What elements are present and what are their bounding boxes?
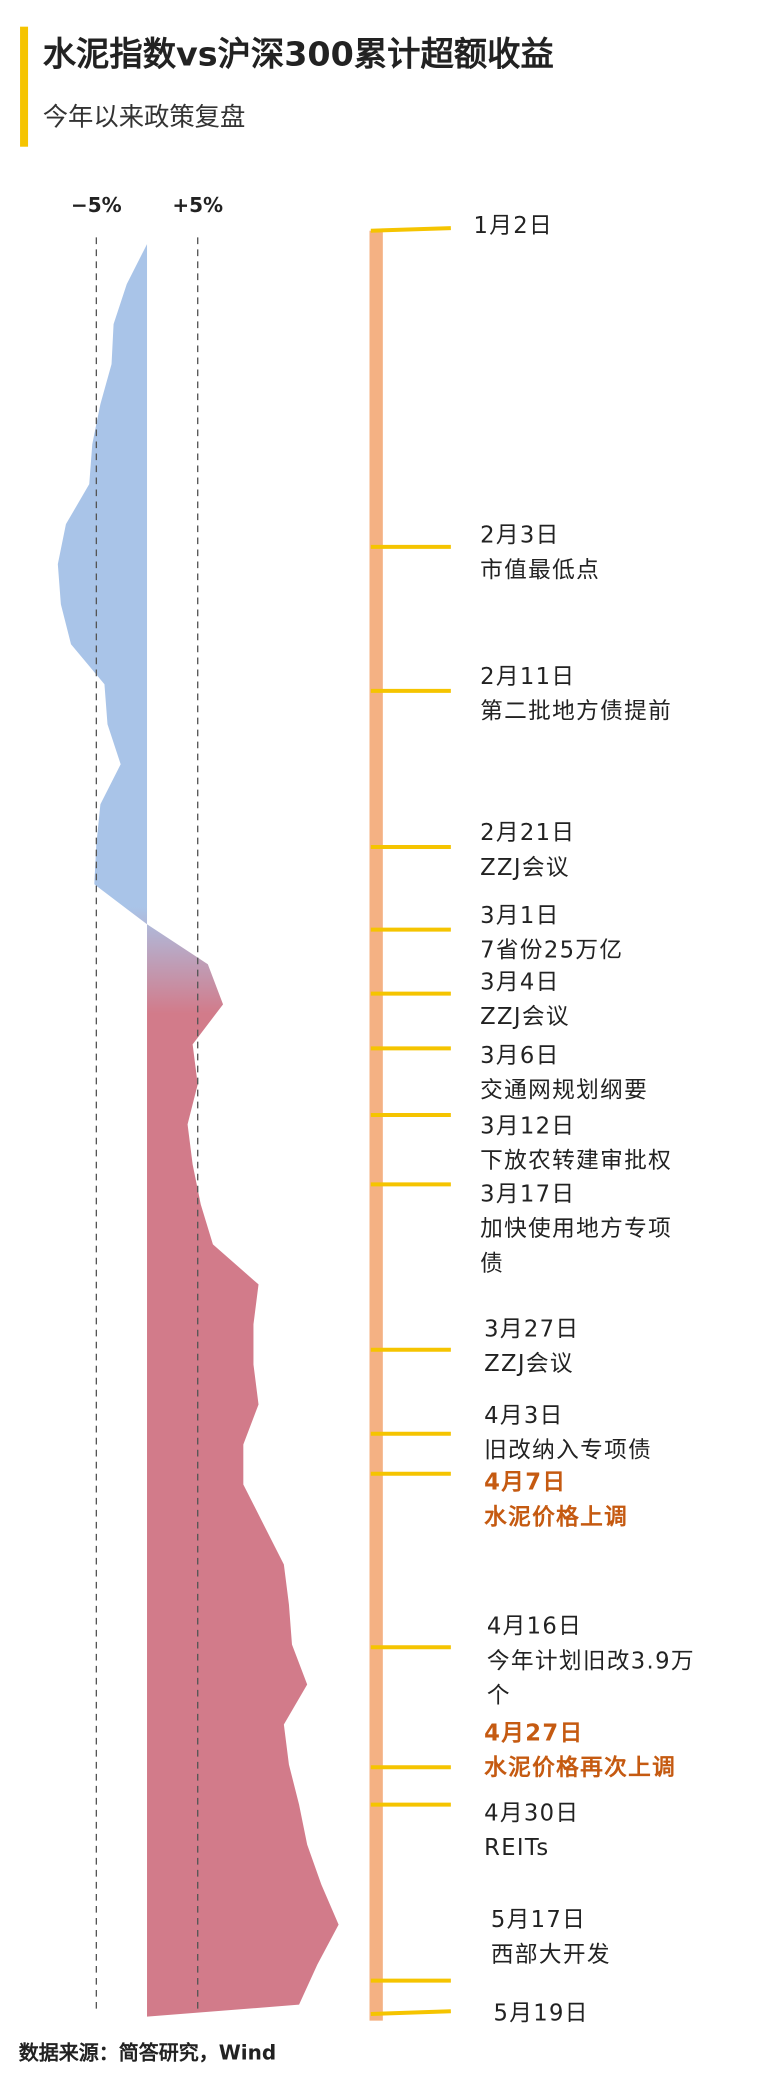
excess-return-area: [57, 244, 339, 2017]
event-label: 旧改纳入专项债: [484, 1438, 652, 1464]
event-label: REITs: [484, 1835, 549, 1861]
event-tick: [370, 2009, 451, 2016]
event-label: ZZJ会议: [480, 1004, 570, 1030]
event-label: 水泥价格上调: [484, 1503, 628, 1530]
event-label: 第二批地方债提前: [480, 699, 672, 725]
event-date: 2月21日: [480, 820, 575, 846]
event-label: 今年计划旧改3.9万: [487, 1648, 695, 1674]
event-date: 4月16日: [487, 1614, 582, 1640]
event-tick: [370, 226, 451, 233]
event-label: 个: [487, 1683, 511, 1709]
event-label: ZZJ会议: [484, 1351, 574, 1377]
event-date: 2月11日: [480, 664, 575, 690]
chart-title: 水泥指数vs沪深300累计超额收益: [43, 35, 554, 74]
event-label: 西部大开发: [491, 1942, 611, 1968]
chart-subtitle: 今年以来政策复盘: [43, 102, 246, 132]
event-date: 3月12日: [480, 1114, 575, 1140]
x-tick-label: +5%: [172, 193, 223, 217]
event-label: 交通网规划纲要: [480, 1078, 648, 1104]
event-date: 3月6日: [480, 1043, 559, 1069]
event-date: 3月4日: [480, 969, 559, 995]
event-date: 3月27日: [484, 1316, 579, 1342]
event-label: 水泥价格再次上调: [484, 1754, 676, 1781]
event-date: 3月1日: [480, 903, 559, 929]
event-date: 2月3日: [480, 523, 559, 549]
event-label: 市值最低点: [480, 557, 600, 583]
timeline-bar: [369, 230, 383, 2021]
event-date: 4月3日: [484, 1403, 563, 1429]
event-date: 1月2日: [474, 213, 553, 239]
x-tick-label: −5%: [71, 193, 122, 217]
event-date: 4月7日: [484, 1470, 566, 1496]
event-label: 债: [480, 1251, 504, 1277]
event-label: 下放农转建审批权: [480, 1148, 672, 1174]
event-date: 5月17日: [491, 1907, 586, 1933]
event-label: 7省份25万亿: [480, 937, 623, 963]
event-date: 4月27日: [484, 1720, 583, 1746]
event-date: 5月19日: [494, 2000, 589, 2026]
event-label: 加快使用地方专项: [480, 1216, 672, 1242]
source-note: 数据来源：简答研究，Wind: [19, 2040, 276, 2064]
event-label: ZZJ会议: [480, 855, 570, 881]
event-date: 4月30日: [484, 1800, 579, 1826]
title-accent: [20, 26, 29, 147]
event-date: 3月17日: [480, 1182, 575, 1208]
